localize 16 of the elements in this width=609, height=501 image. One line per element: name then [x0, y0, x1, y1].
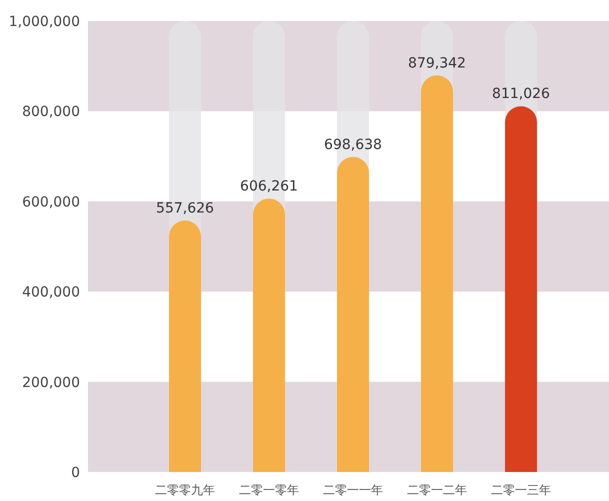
x-tick-label: 二零一一年 — [323, 483, 383, 497]
x-tick-label: 二零一三年 — [491, 483, 551, 497]
x-tick-label: 二零一零年 — [239, 483, 299, 497]
y-tick-label: 600,000 — [22, 194, 80, 210]
y-tick-label: 1,000,000 — [8, 14, 80, 30]
x-tick-label: 二零一二年 — [407, 483, 467, 497]
y-tick-label: 0 — [71, 465, 80, 481]
data-label: 698,638 — [324, 136, 382, 153]
y-tick-label: 800,000 — [22, 104, 80, 120]
data-label: 606,261 — [240, 178, 298, 195]
y-tick-label: 200,000 — [22, 374, 80, 391]
data-label: 879,342 — [408, 55, 466, 72]
data-label: 811,026 — [492, 86, 550, 102]
y-tick-label: 400,000 — [22, 284, 80, 301]
data-label: 557,626 — [156, 200, 214, 217]
x-tick-label: 二零零九年 — [155, 483, 215, 497]
